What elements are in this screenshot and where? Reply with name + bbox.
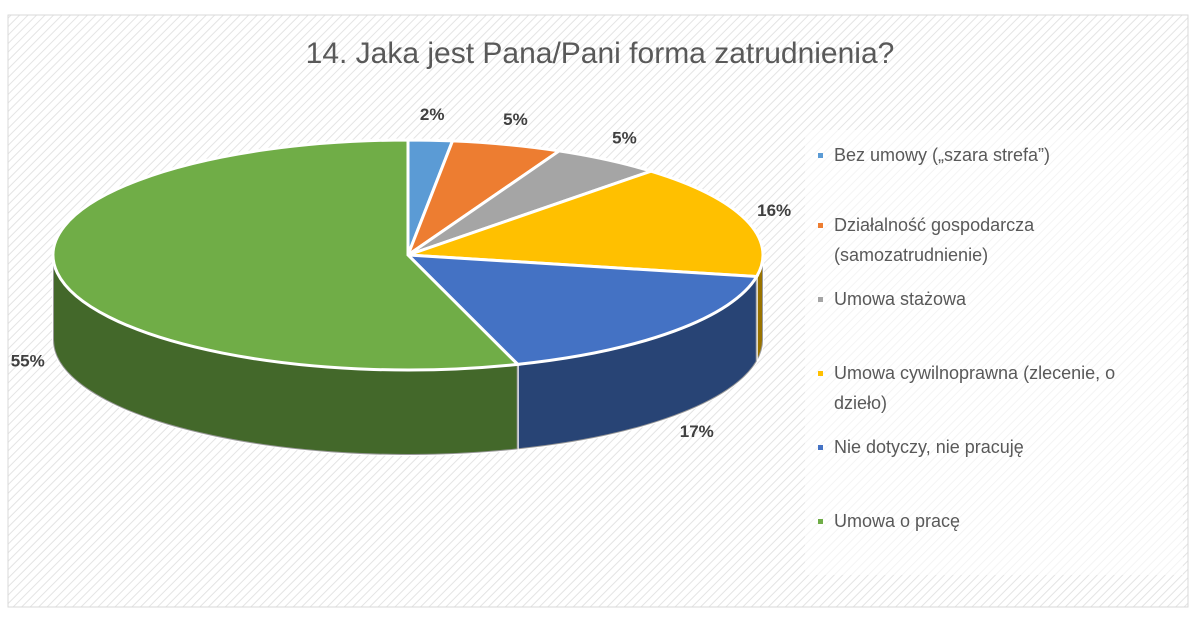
- data-label: 2%: [420, 105, 445, 124]
- legend-label: Bez umowy („szara strefa”): [834, 145, 1051, 165]
- legend-label: Nie dotyczy, nie pracuję: [834, 437, 1024, 457]
- legend-swatch: [818, 223, 823, 228]
- chart-title: 14. Jaka jest Pana/Pani forma zatrudnien…: [306, 37, 895, 70]
- slice: [404, 253, 760, 366]
- pie: 2% 5% 5% 16% 17% 55%: [11, 105, 791, 456]
- legend-box: [805, 130, 1183, 575]
- slice-side-shade: [756, 255, 763, 362]
- data-label: 16%: [757, 201, 791, 220]
- legend-entry: Nie dotyczy, nie pracuję: [818, 432, 1118, 462]
- data-label: 17%: [680, 422, 714, 441]
- data-label: 55%: [11, 351, 45, 370]
- legend-label: Umowa cywilnoprawna (zlecenie, o dzieło): [834, 363, 1116, 413]
- slice-side-shade: [53, 255, 518, 455]
- legend-entry: Umowa cywilnoprawna (zlecenie, o dzieło): [818, 358, 1118, 418]
- legend-swatch: [818, 371, 823, 376]
- data-label: 5%: [503, 110, 528, 129]
- data-label: 5%: [612, 129, 637, 148]
- legend-swatch: [818, 445, 823, 450]
- legend-entry: Umowa o pracę: [818, 506, 1118, 536]
- legend-swatch: [818, 297, 823, 302]
- legend-entry: Bez umowy („szara strefa”): [818, 140, 1118, 170]
- legend-label: Umowa stażowa: [834, 289, 967, 309]
- legend-swatch: [818, 519, 823, 524]
- slice: [51, 138, 521, 372]
- legend-swatch: [818, 153, 823, 158]
- legend: Bez umowy („szara strefa”) Działalność go…: [818, 140, 1118, 536]
- slice: [407, 169, 765, 279]
- legend-entry: Działalność gospodarcza (samozatrudnieni…: [818, 210, 1118, 270]
- slice-side-shade: [517, 276, 757, 450]
- legend-label: Działalność gospodarcza (samozatrudnieni…: [834, 215, 1035, 265]
- legend-label: Umowa o pracę: [834, 511, 961, 531]
- legend-entry: Umowa stażowa: [818, 284, 1118, 314]
